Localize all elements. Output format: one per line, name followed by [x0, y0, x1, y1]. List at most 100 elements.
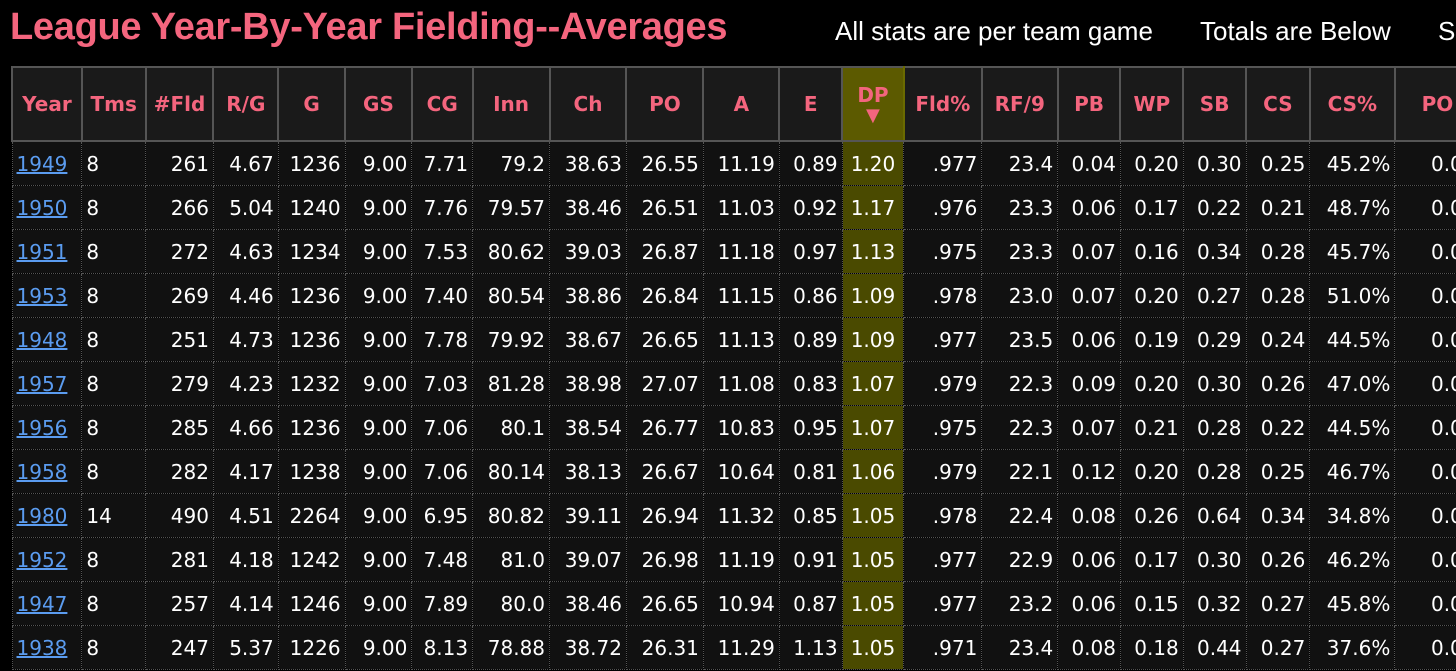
- table-cell: 0.06: [1057, 537, 1121, 582]
- table-cell: 0.06: [1394, 317, 1456, 362]
- column-header-tms-1[interactable]: Tms: [80, 66, 147, 142]
- table-cell: 0.34: [1245, 493, 1311, 538]
- table-cell: 1.05: [841, 625, 905, 670]
- table-cell: 80.54: [472, 273, 551, 318]
- table-row: 1956 8 285 4.66 1236 9.00 7.06 80.1 38.54 26.77 10…: [11, 405, 1456, 450]
- totals-below-link[interactable]: Totals are Below: [1200, 16, 1391, 46]
- table-cell: 79.92: [472, 317, 551, 362]
- column-header-a-10[interactable]: A: [702, 66, 781, 142]
- table-cell: 0.06: [1057, 185, 1121, 230]
- table-row: 1958 8 282 4.17 1238 9.00 7.06 80.14 38.13 26.67 1…: [11, 449, 1456, 494]
- table-cell: 23.3: [981, 229, 1059, 274]
- table-cell: 45.2%: [1309, 140, 1396, 186]
- table-cell: 9.00: [344, 493, 413, 538]
- year-link[interactable]: 1950: [16, 195, 68, 220]
- table-cell: 1236: [277, 317, 346, 362]
- table-cell: 1952: [11, 537, 83, 582]
- year-link[interactable]: 1980: [16, 503, 68, 528]
- table-cell: 7.06: [411, 449, 474, 494]
- table-cell: 26.87: [625, 229, 704, 274]
- table-cell: 1951: [11, 229, 83, 274]
- year-link[interactable]: 1948: [16, 327, 68, 352]
- table-cell: 11.18: [702, 229, 780, 274]
- column-header-e-11[interactable]: E: [778, 66, 844, 142]
- table-row: 1947 8 257 4.14 1246 9.00 7.89 80.0 38.46 26.65 10…: [11, 581, 1456, 626]
- column-header-dp-12[interactable]: DP ▼: [841, 66, 905, 142]
- cut-off-link[interactable]: S: [1438, 16, 1456, 46]
- column-header-po-9[interactable]: PO: [625, 66, 705, 142]
- table-cell: .977: [903, 317, 983, 362]
- table-cell: 47.0%: [1309, 361, 1396, 406]
- table-cell: 39.11: [549, 493, 627, 538]
- column-header-ch-8[interactable]: Ch: [548, 66, 628, 142]
- table-cell: 8: [81, 581, 147, 626]
- column-header-pb-15[interactable]: PB: [1056, 66, 1122, 142]
- table-cell: 38.72: [549, 625, 627, 670]
- table-cell: 257: [145, 581, 214, 626]
- table-cell: 1226: [277, 625, 346, 670]
- table-cell: 23.4: [981, 140, 1059, 186]
- table-cell: 1957: [11, 361, 83, 406]
- table-cell: 14: [81, 493, 147, 538]
- year-link[interactable]: 1951: [16, 239, 68, 264]
- table-cell: 9.00: [344, 317, 413, 362]
- column-header-r-g-3[interactable]: R/G: [212, 66, 280, 142]
- table-cell: 23.0: [981, 273, 1059, 318]
- year-link[interactable]: 1947: [16, 591, 68, 616]
- table-cell: 4.63: [212, 229, 279, 274]
- column-header-po-20[interactable]: PO: [1393, 66, 1456, 142]
- column-header-fld-13[interactable]: Fld%: [902, 66, 983, 142]
- table-cell: 0.28: [1245, 273, 1311, 318]
- table-cell: 0.64: [1182, 493, 1247, 538]
- table-cell: 0.32: [1182, 581, 1247, 626]
- table-cell: 0.07: [1057, 405, 1121, 450]
- table-cell: 0.16: [1119, 229, 1184, 274]
- year-link[interactable]: 1949: [16, 151, 68, 176]
- table-cell: 0.89: [778, 317, 843, 362]
- sort-descending-icon: ▼: [866, 105, 880, 126]
- table-cell: 0.81: [778, 449, 843, 494]
- column-header-inn-7[interactable]: Inn: [471, 66, 551, 142]
- table-cell: 8.13: [411, 625, 474, 670]
- column-header-g-4[interactable]: G: [277, 66, 347, 142]
- table-cell: 22.4: [981, 493, 1059, 538]
- table-cell: 266: [145, 185, 214, 230]
- column-header-fld-2[interactable]: #Fld: [144, 66, 215, 142]
- year-link[interactable]: 1952: [16, 547, 68, 572]
- table-cell: 4.46: [212, 273, 279, 318]
- year-link[interactable]: 1958: [16, 459, 68, 484]
- column-header-cs-18[interactable]: CS: [1245, 66, 1311, 142]
- table-cell: .975: [903, 229, 983, 274]
- year-link[interactable]: 1957: [16, 371, 68, 396]
- table-cell: 26.31: [625, 625, 704, 670]
- column-header-year-0[interactable]: Year: [11, 66, 83, 142]
- table-cell: 2264: [277, 493, 346, 538]
- table-cell: 78.88: [472, 625, 551, 670]
- column-header-rf-9-14[interactable]: RF/9: [980, 66, 1059, 142]
- year-link[interactable]: 1956: [16, 415, 68, 440]
- table-cell: 0.97: [778, 229, 843, 274]
- column-header-cg-6[interactable]: CG: [410, 66, 474, 142]
- table-cell: 23.2: [981, 581, 1059, 626]
- table-cell: 39.07: [549, 537, 627, 582]
- column-header-sb-17[interactable]: SB: [1182, 66, 1248, 142]
- year-link[interactable]: 1938: [16, 635, 68, 660]
- table-cell: 45.7%: [1309, 229, 1396, 274]
- column-header-gs-5[interactable]: GS: [344, 66, 413, 142]
- table-cell: 0.27: [1182, 273, 1247, 318]
- column-header-wp-16[interactable]: WP: [1119, 66, 1185, 142]
- table-cell: 261: [145, 140, 214, 186]
- table-cell: 38.67: [549, 317, 627, 362]
- table-cell: .978: [903, 493, 983, 538]
- table-row: 1980 14 490 4.51 2264 9.00 6.95 80.82 39.11 26.94…: [11, 493, 1456, 538]
- table-cell: 11.13: [702, 317, 780, 362]
- page-title: League Year-By-Year Fielding--Averages: [10, 6, 728, 48]
- year-link[interactable]: 1953: [16, 283, 68, 308]
- column-header-cs-19[interactable]: CS%: [1308, 66, 1396, 142]
- table-cell: .979: [903, 449, 983, 494]
- table-cell: 0.05: [1394, 581, 1456, 626]
- table-cell: 0.17: [1119, 185, 1184, 230]
- table-cell: 0.07: [1394, 273, 1456, 318]
- table-cell: 26.94: [625, 493, 704, 538]
- table-cell: 1.05: [841, 493, 905, 538]
